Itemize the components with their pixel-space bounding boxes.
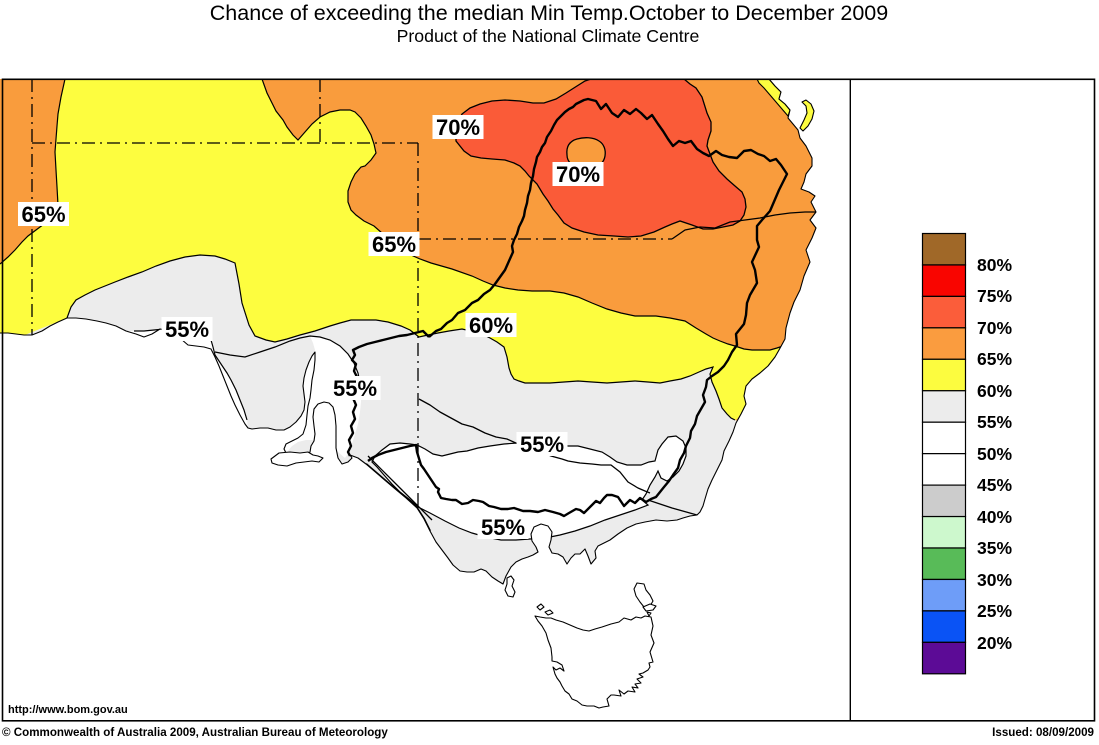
svg-text:45%: 45%: [977, 475, 1012, 495]
svg-text:60%: 60%: [977, 381, 1012, 401]
svg-text:Chance of exceeding the median: Chance of exceeding the median Min Temp.…: [210, 1, 888, 25]
svg-text:65%: 65%: [372, 232, 416, 257]
svg-text:80%: 80%: [977, 255, 1012, 275]
svg-text:55%: 55%: [520, 432, 564, 457]
svg-text:65%: 65%: [977, 349, 1012, 369]
svg-text:35%: 35%: [977, 538, 1012, 558]
svg-text:30%: 30%: [977, 570, 1012, 590]
svg-text:40%: 40%: [977, 507, 1012, 527]
svg-text:75%: 75%: [977, 286, 1012, 306]
svg-text:Product of the National Climat: Product of the National Climate Centre: [397, 26, 700, 46]
svg-text:© Commonwealth of Australia 20: © Commonwealth of Australia 2009, Austra…: [2, 726, 388, 739]
svg-text:55%: 55%: [977, 412, 1012, 432]
svg-text:Issued: 08/09/2009: Issued: 08/09/2009: [992, 726, 1094, 739]
svg-text:http://www.bom.gov.au: http://www.bom.gov.au: [8, 704, 128, 716]
svg-text:55%: 55%: [333, 376, 377, 401]
svg-text:25%: 25%: [977, 601, 1012, 621]
svg-text:70%: 70%: [556, 162, 600, 187]
svg-text:70%: 70%: [977, 318, 1012, 338]
svg-text:50%: 50%: [977, 444, 1012, 464]
svg-text:20%: 20%: [977, 633, 1012, 653]
svg-text:55%: 55%: [481, 515, 525, 540]
svg-text:60%: 60%: [469, 313, 513, 338]
svg-text:70%: 70%: [436, 115, 480, 140]
svg-text:65%: 65%: [21, 202, 65, 227]
svg-text:55%: 55%: [165, 317, 209, 342]
